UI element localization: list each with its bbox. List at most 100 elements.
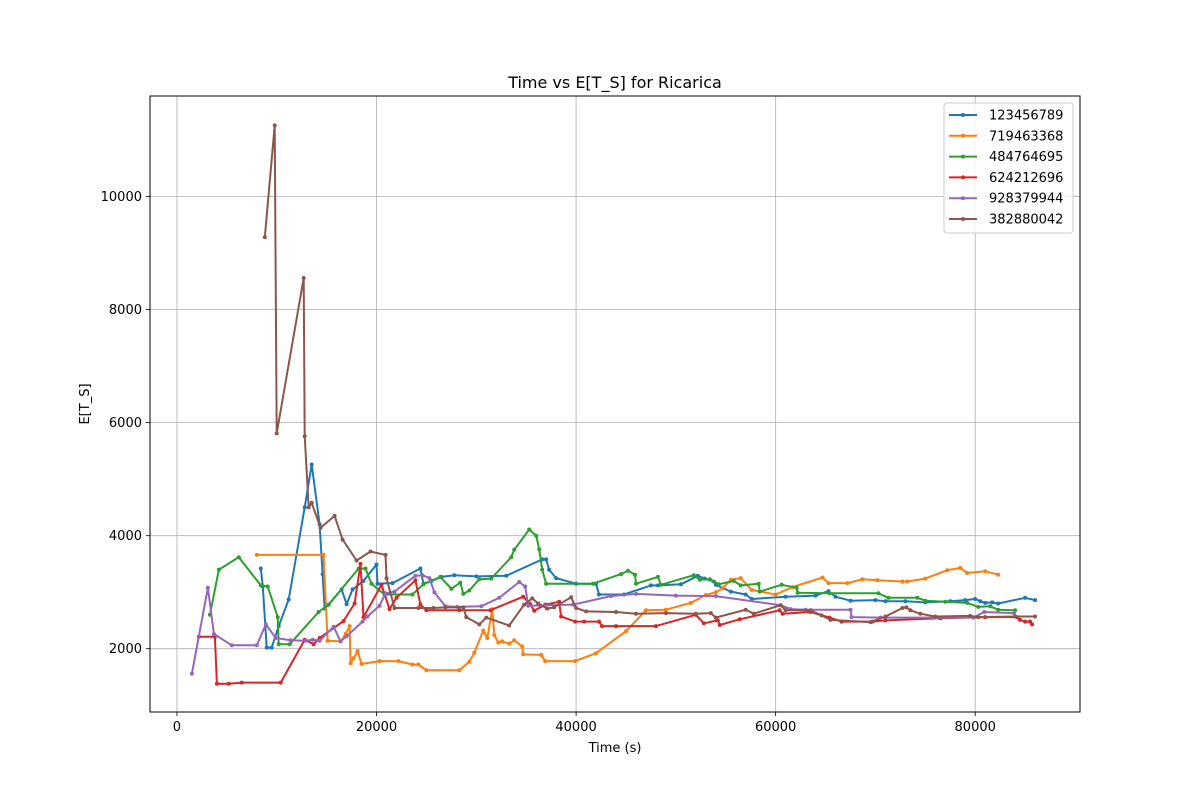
legend-label: 719463368: [989, 129, 1063, 144]
data-point: [310, 637, 315, 642]
data-point: [624, 629, 628, 634]
data-point: [848, 607, 853, 612]
data-point: [633, 572, 637, 577]
data-point: [918, 611, 923, 616]
data-point: [663, 607, 668, 612]
data-point: [354, 558, 359, 563]
data-point: [306, 505, 311, 510]
data-point: [497, 595, 502, 600]
data-point: [545, 606, 550, 611]
data-point: [443, 605, 448, 610]
data-point: [392, 606, 397, 610]
data-point: [915, 595, 920, 600]
data-point: [713, 590, 718, 595]
data-point: [614, 624, 618, 629]
legend-marker: [961, 113, 965, 117]
data-point: [634, 591, 638, 596]
data-point: [338, 639, 343, 644]
data-point: [544, 557, 549, 562]
data-point: [693, 611, 698, 616]
data-point: [582, 619, 587, 624]
data-point: [438, 574, 443, 579]
series-382880042: [262, 123, 1038, 628]
data-point: [413, 578, 418, 583]
data-point: [597, 592, 601, 597]
data-point: [361, 615, 366, 620]
data-point: [348, 661, 353, 666]
data-point: [236, 555, 241, 560]
data-point: [584, 609, 589, 614]
data-point: [569, 595, 574, 600]
data-point: [813, 593, 818, 598]
data-point: [688, 600, 693, 605]
data-point: [743, 592, 748, 597]
data-point: [1033, 598, 1038, 603]
data-point: [749, 587, 754, 592]
data-point: [996, 601, 1001, 606]
data-point: [351, 656, 356, 661]
data-point: [731, 578, 736, 583]
data-point: [943, 599, 948, 604]
legend-item: 719463368: [949, 129, 1063, 144]
data-point: [496, 640, 501, 645]
x-tick-label: 40000: [555, 720, 596, 735]
x-tick-label: 60000: [755, 720, 796, 735]
data-point: [274, 431, 279, 436]
data-point: [903, 599, 908, 604]
data-point: [614, 610, 618, 614]
data-point: [883, 618, 888, 623]
data-point: [845, 581, 850, 586]
data-point: [365, 614, 370, 619]
data-point: [344, 634, 349, 639]
data-point: [512, 638, 517, 643]
data-point: [983, 600, 988, 605]
data-point: [826, 581, 831, 586]
data-point: [326, 602, 331, 607]
data-point: [481, 628, 486, 633]
data-point: [211, 632, 216, 636]
data-point: [883, 599, 888, 604]
data-point: [521, 594, 526, 599]
data-point: [288, 638, 293, 643]
data-point: [359, 662, 364, 666]
data-point: [507, 623, 512, 628]
data-point: [311, 642, 316, 647]
data-point: [591, 581, 595, 586]
data-point: [743, 607, 748, 612]
data-point: [965, 600, 970, 605]
legend-label: 382880042: [989, 213, 1063, 228]
data-point: [189, 671, 194, 676]
data-point: [302, 434, 307, 439]
data-point: [309, 462, 314, 467]
data-point: [795, 590, 800, 595]
data-point: [713, 615, 718, 620]
data-point: [258, 566, 263, 571]
data-point: [461, 605, 466, 610]
data-point: [678, 582, 683, 587]
data-point: [737, 617, 742, 622]
data-point: [254, 552, 259, 557]
data-point: [876, 591, 881, 596]
data-point: [1018, 617, 1023, 622]
data-point: [263, 622, 268, 627]
data-point: [808, 608, 813, 613]
data-point: [410, 592, 415, 597]
data-point: [783, 594, 788, 599]
y-tick-label: 2000: [109, 642, 142, 657]
data-point: [464, 615, 469, 620]
data-point: [609, 594, 613, 599]
data-point: [205, 585, 210, 590]
data-point: [492, 633, 497, 638]
data-point: [369, 581, 374, 586]
data-point: [340, 537, 345, 542]
data-point: [512, 547, 517, 552]
data-point: [783, 608, 788, 613]
data-point: [396, 659, 401, 664]
data-point: [1023, 595, 1028, 600]
data-point: [457, 668, 462, 673]
data-point: [421, 582, 426, 587]
chart-title: Time vs E[T_S] for Ricarica: [507, 73, 722, 93]
data-point: [355, 649, 360, 653]
data-point: [287, 642, 292, 647]
data-point: [996, 572, 1001, 577]
